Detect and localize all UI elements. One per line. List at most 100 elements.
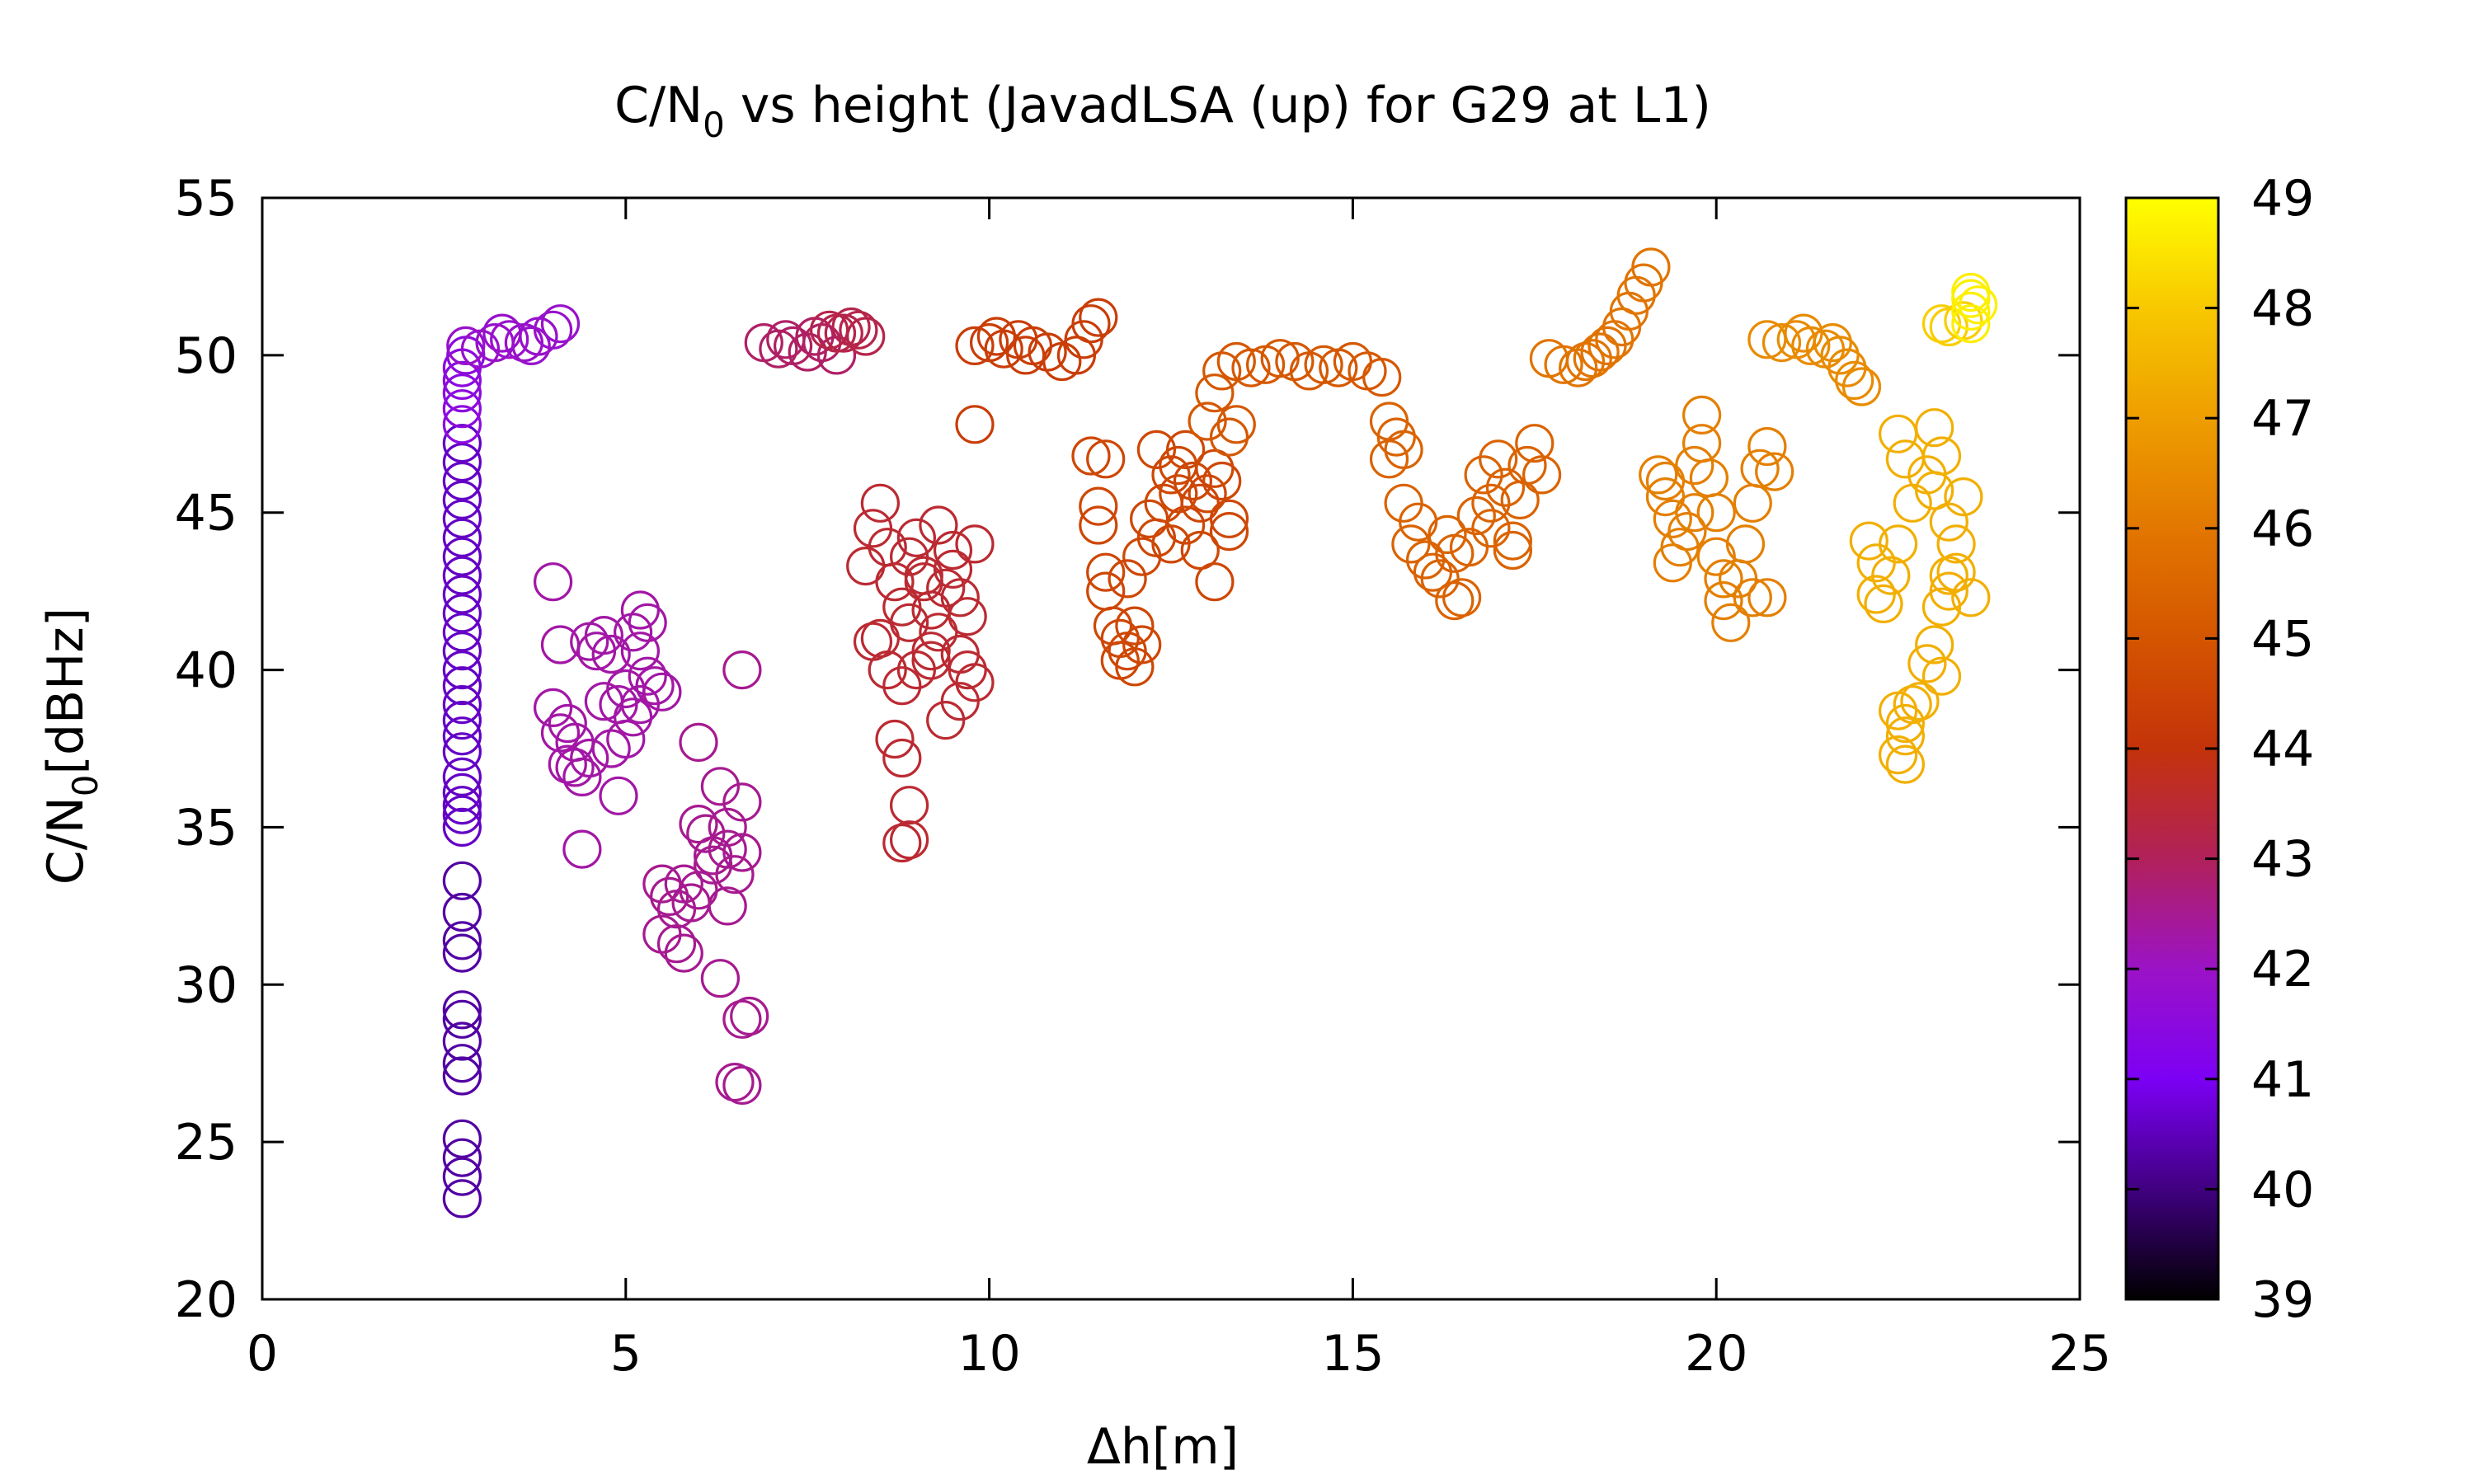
data-point [442,999,482,1039]
colorbar-tick-label: 46 [2251,500,2314,558]
data-point [442,700,482,740]
data-point [1725,524,1766,564]
y-tick-label: 20 [175,1271,238,1329]
x-tick-label: 5 [610,1325,642,1383]
data-point [1209,511,1249,552]
data-point [824,313,863,353]
data-point [548,703,587,744]
data-point [442,921,482,960]
data-point [1079,298,1118,337]
data-point [1079,505,1118,545]
data-point [1667,511,1707,552]
data-point [722,833,762,872]
data-point [1864,584,1903,624]
data-point [1951,578,1991,618]
data-point [1885,716,1925,756]
data-point [686,814,726,853]
data-point [1761,323,1802,363]
data-point [1464,455,1503,495]
data-point [1835,360,1874,400]
data-point [1188,474,1227,514]
colorbar-tick-label: 45 [2251,610,2314,668]
data-point [570,738,609,778]
data-point [1515,424,1554,463]
colorbar-gradient [2126,198,2218,1299]
data-point [1086,552,1126,592]
data-point [896,518,937,557]
data-point [442,556,482,595]
data-point [1362,358,1402,397]
data-point [679,804,718,844]
data-point [679,722,718,763]
data-point [700,959,741,998]
data-point [1639,455,1678,495]
data-point [846,546,886,586]
data-point [1841,367,1882,406]
data-point [1696,493,1736,533]
data-point [442,613,482,652]
y-axis-title: C/N0[dBHz] [37,608,106,885]
data-point [875,719,915,759]
data-point [1195,373,1235,413]
data-point [904,562,943,602]
data-point [650,876,689,917]
data-point [1879,524,1918,564]
data-point [1645,477,1686,517]
data-point [708,829,747,869]
data-point [889,786,929,825]
data-point [442,632,482,671]
data-point [482,313,522,353]
data-point [584,682,624,721]
colorbar-tick-label: 47 [2251,390,2314,448]
y-tick-label: 45 [175,485,238,542]
data-point [1733,483,1772,523]
data-point [628,603,667,642]
data-point [1921,436,1962,476]
x-axis: 0 5 10 15 20 25 [247,198,2111,1383]
data-point [1006,336,1046,375]
data-point [1136,430,1177,470]
data-point [442,424,482,463]
y-tick-label: 25 [175,1114,238,1172]
data-point [976,317,1017,356]
data-point [1391,524,1431,564]
data-point [442,650,482,690]
data-point [1565,341,1606,382]
data-point [1479,439,1518,479]
data-point [1209,417,1249,457]
data-point [533,562,573,602]
x-tick-label: 15 [1321,1325,1384,1383]
data-point [708,886,747,926]
y-axis: 20 25 30 35 40 45 50 55 [175,170,2080,1329]
data-point [1885,744,1925,784]
data-point [442,892,482,932]
data-point [1944,301,1983,340]
data-point [511,326,551,365]
data-point [442,1138,482,1177]
data-point [442,499,482,538]
data-point [759,329,798,369]
data-point [1159,474,1198,514]
colorbar-tick-label: 44 [2251,721,2314,778]
data-point [1704,559,1743,599]
data-point [1711,603,1751,642]
data-point [1071,304,1111,344]
data-point [442,716,482,756]
data-point [1522,455,1562,495]
x-tick-label: 10 [957,1325,1020,1383]
data-point [948,597,987,636]
data-point [1442,578,1482,618]
data-point [1079,486,1118,526]
data-point [1929,571,1968,611]
data-point [642,672,682,711]
data-point [1813,323,1852,363]
data-point [1456,495,1496,536]
data-point [442,575,482,614]
data-point [533,310,573,350]
data-point [442,405,482,444]
data-point [868,650,907,690]
data-point [940,578,980,618]
data-point [1115,606,1155,646]
data-point [620,632,661,671]
colorbar-tick-label: 43 [2251,831,2314,889]
